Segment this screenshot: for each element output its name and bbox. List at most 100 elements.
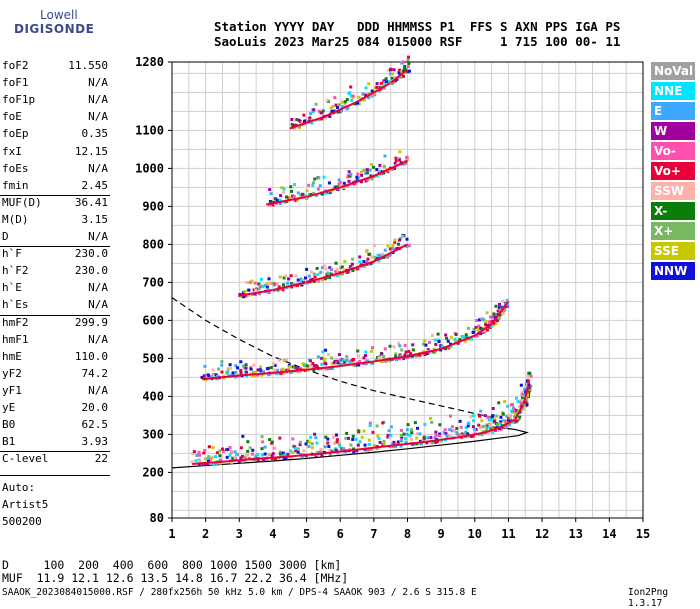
echo-point xyxy=(316,355,320,359)
trace-segment xyxy=(457,431,486,439)
echo-point xyxy=(400,69,404,73)
trace-segment xyxy=(440,334,476,350)
param-value: N/A xyxy=(88,298,108,312)
echo-point xyxy=(342,186,346,190)
echo-point xyxy=(521,399,525,403)
param-row-20: yE 20.0 xyxy=(2,399,108,416)
echo-point xyxy=(323,264,327,268)
echo-point xyxy=(231,371,235,375)
echo-point xyxy=(312,363,316,367)
footer-file-info: SAAOK_2023084015000.RSF / 280fx256h 50 k… xyxy=(2,587,477,598)
echo-point xyxy=(484,320,488,324)
echo-point xyxy=(216,374,220,378)
echo-point xyxy=(384,359,388,363)
echo-point xyxy=(382,171,386,175)
echo-point xyxy=(298,440,302,444)
param-label: yE xyxy=(2,401,16,414)
echo-point xyxy=(347,436,351,440)
echo-point xyxy=(337,353,341,357)
x-tick-label: 5 xyxy=(303,527,310,541)
auto-artist: Artist5 xyxy=(2,498,49,511)
param-value: 3.93 xyxy=(81,435,109,449)
echo-point xyxy=(406,70,410,74)
echo-point xyxy=(340,109,344,113)
echo-point xyxy=(296,447,300,451)
echo-point xyxy=(392,440,396,444)
echo-point xyxy=(473,428,477,432)
echo-point xyxy=(518,415,522,419)
echo-point xyxy=(496,309,500,313)
echo-point xyxy=(426,351,430,355)
echo-point xyxy=(398,158,402,162)
echo-point xyxy=(343,360,347,364)
echo-point xyxy=(435,439,439,443)
param-row-18: yF2 74.2 xyxy=(2,365,108,382)
echo-point xyxy=(337,442,341,446)
y-tick-label: 1280 xyxy=(135,55,164,69)
echo-point xyxy=(375,424,379,428)
echo-point xyxy=(226,367,230,371)
echo-point xyxy=(314,436,318,440)
y-tick-label: 800 xyxy=(142,237,164,251)
echo-point xyxy=(282,187,286,191)
param-label: h`Es xyxy=(2,298,29,312)
echo-point xyxy=(392,68,396,72)
echo-point xyxy=(326,441,330,445)
param-value: 20.0 xyxy=(81,401,109,414)
echo-point xyxy=(241,434,245,438)
echo-point xyxy=(389,72,393,76)
echo-point xyxy=(501,309,505,313)
echo-point xyxy=(307,440,311,444)
echo-point xyxy=(455,427,459,431)
echo-point xyxy=(453,429,457,433)
trace-segment xyxy=(256,455,290,460)
echo-point xyxy=(419,442,423,446)
echo-point xyxy=(350,99,354,103)
echo-point xyxy=(336,110,340,114)
echo-point xyxy=(455,431,459,435)
echo-point xyxy=(526,374,530,378)
echo-point xyxy=(381,421,385,425)
trace-segment xyxy=(266,195,307,206)
echo-point xyxy=(265,285,269,289)
y-tick-label: 80 xyxy=(150,511,164,525)
echo-point xyxy=(483,329,487,333)
echo-point xyxy=(504,419,508,423)
echo-point xyxy=(388,435,392,439)
echo-point xyxy=(519,401,523,405)
echo-point xyxy=(268,281,272,285)
echo-point xyxy=(296,450,300,454)
echo-point xyxy=(404,440,408,444)
echo-point xyxy=(486,415,490,419)
echo-point xyxy=(520,396,524,400)
echo-point xyxy=(278,198,282,202)
echo-point xyxy=(267,203,271,207)
echo-point xyxy=(328,448,332,452)
echo-point xyxy=(248,446,252,450)
trace-segment xyxy=(373,243,408,263)
echo-point xyxy=(409,437,413,441)
echo-point xyxy=(324,367,328,371)
echo-point xyxy=(459,425,463,429)
echo-point xyxy=(497,428,501,432)
echo-point xyxy=(515,409,519,413)
echo-point xyxy=(492,419,496,423)
echo-point xyxy=(296,191,300,195)
echo-point xyxy=(315,441,319,445)
echo-point xyxy=(202,451,206,455)
echo-point xyxy=(343,104,347,108)
echo-point xyxy=(302,113,306,117)
echo-point xyxy=(472,414,476,418)
echo-point xyxy=(338,273,342,277)
param-separator xyxy=(0,246,110,248)
echo-point xyxy=(491,414,495,418)
echo-point xyxy=(244,370,248,374)
echo-point xyxy=(491,406,495,410)
param-row-6: foEs N/A xyxy=(2,160,108,177)
footer-version: Ion2Png 1.3.17 xyxy=(628,587,669,609)
echo-point xyxy=(490,324,494,328)
echo-point xyxy=(375,447,379,451)
echo-point xyxy=(288,365,292,369)
echo-point xyxy=(291,437,295,441)
echo-point xyxy=(358,255,362,259)
